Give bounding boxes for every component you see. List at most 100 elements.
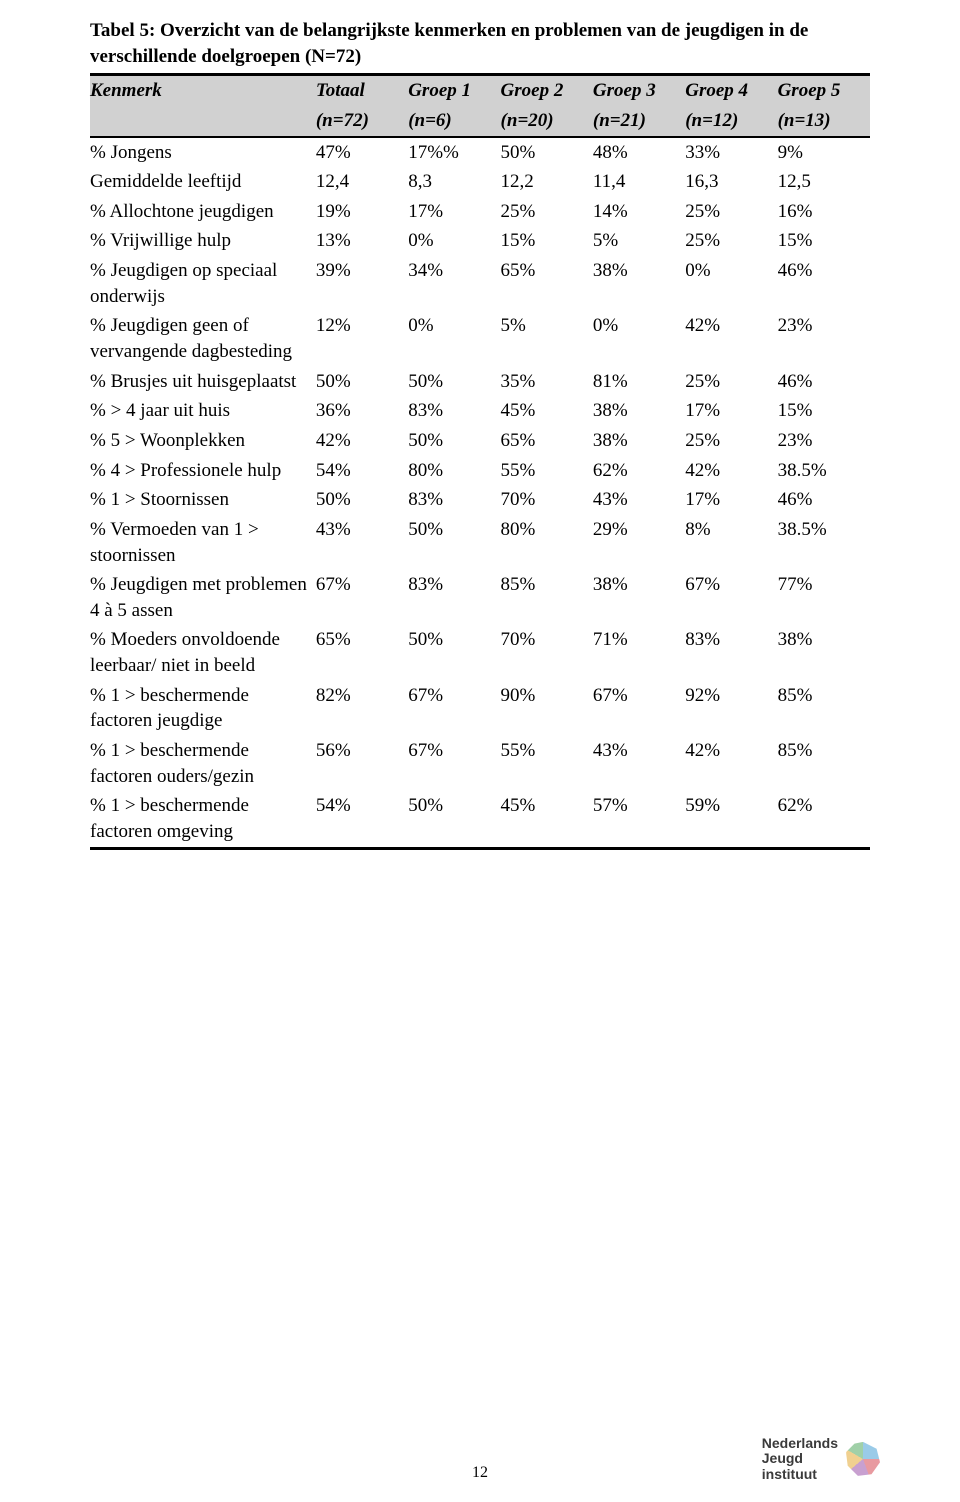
table-body: % Jongens47%17%%50%48%33%9%Gemiddelde le… bbox=[90, 137, 870, 849]
row-value: 80% bbox=[501, 515, 593, 570]
row-value: 35% bbox=[501, 367, 593, 397]
row-value: 38% bbox=[593, 570, 685, 625]
row-value: 36% bbox=[316, 396, 408, 426]
row-value: 17% bbox=[685, 396, 777, 426]
row-value: 14% bbox=[593, 197, 685, 227]
row-value: 8,3 bbox=[408, 167, 500, 197]
row-value: 82% bbox=[316, 681, 408, 736]
table-row: % Jeugdigen geen of vervangende dagbeste… bbox=[90, 311, 870, 366]
logo-text: Nederlands Jeugd instituut bbox=[762, 1436, 838, 1482]
table-row: % Vrijwillige hulp13%0%15%5%25%15% bbox=[90, 226, 870, 256]
row-value: 83% bbox=[408, 485, 500, 515]
row-value: 85% bbox=[501, 570, 593, 625]
row-value: 55% bbox=[501, 736, 593, 791]
header-cell: Groep 1 bbox=[408, 75, 500, 106]
logo-text-line-3: instituut bbox=[762, 1466, 817, 1482]
row-label: % 1 > beschermende factoren ouders/gezin bbox=[90, 736, 316, 791]
row-value: 23% bbox=[778, 311, 870, 366]
table-row: % 1 > beschermende factoren omgeving54% 5… bbox=[90, 791, 870, 848]
row-value: 12,2 bbox=[501, 167, 593, 197]
row-value: 47% bbox=[316, 137, 408, 168]
row-value: 42% bbox=[685, 311, 777, 366]
row-value: 50% bbox=[316, 485, 408, 515]
row-value: 42% bbox=[316, 426, 408, 456]
row-value: 38% bbox=[593, 256, 685, 311]
header-cell: Groep 3 bbox=[593, 75, 685, 106]
row-value: 50% bbox=[408, 515, 500, 570]
row-value: 0% bbox=[593, 311, 685, 366]
row-value: 42% bbox=[685, 736, 777, 791]
table-caption: Tabel 5: Overzicht van de belangrijkste … bbox=[90, 18, 870, 69]
data-table: KenmerkTotaalGroep 1Groep 2Groep 3Groep … bbox=[90, 73, 870, 849]
row-value: 67% bbox=[408, 681, 500, 736]
row-value: 25% bbox=[685, 367, 777, 397]
row-value: 85% bbox=[778, 681, 870, 736]
row-value: 9% bbox=[778, 137, 870, 168]
row-value: 54% bbox=[316, 791, 408, 848]
row-value: 15% bbox=[778, 396, 870, 426]
row-value: 62% bbox=[593, 456, 685, 486]
row-label: % 4 > Professionele hulp bbox=[90, 456, 316, 486]
header-cell: Kenmerk bbox=[90, 75, 316, 106]
row-value: 81% bbox=[593, 367, 685, 397]
row-value: 70% bbox=[501, 625, 593, 680]
table-row: % Moeders onvoldoende leerbaar/ niet in … bbox=[90, 625, 870, 680]
page-footer: 12 Nederlands Jeugd instituut bbox=[0, 1464, 960, 1482]
row-value: 8% bbox=[685, 515, 777, 570]
row-value: 15% bbox=[778, 226, 870, 256]
row-value: 83% bbox=[408, 396, 500, 426]
table-row: % Brusjes uit huisgeplaatst50%50%35%81%2… bbox=[90, 367, 870, 397]
footer-logo: Nederlands Jeugd instituut bbox=[762, 1436, 880, 1482]
caption-line-2: verschillende doelgroepen (N=72) bbox=[90, 46, 361, 67]
logo-icon bbox=[846, 1442, 880, 1476]
header-subcell bbox=[90, 106, 316, 137]
row-value: 83% bbox=[408, 570, 500, 625]
row-value: 25% bbox=[685, 426, 777, 456]
table-head: KenmerkTotaalGroep 1Groep 2Groep 3Groep … bbox=[90, 75, 870, 137]
row-value: 38.5% bbox=[778, 515, 870, 570]
header-subcell: (n=20) bbox=[501, 106, 593, 137]
row-value: 59% bbox=[685, 791, 777, 848]
row-value: 45% bbox=[501, 396, 593, 426]
row-value: 92% bbox=[685, 681, 777, 736]
row-value: 67% bbox=[685, 570, 777, 625]
row-value: 5% bbox=[593, 226, 685, 256]
row-value: 67% bbox=[593, 681, 685, 736]
row-value: 80% bbox=[408, 456, 500, 486]
row-value: 43% bbox=[593, 485, 685, 515]
table-row: % 1 > beschermende factoren jeugdige82%6… bbox=[90, 681, 870, 736]
row-value: 29% bbox=[593, 515, 685, 570]
row-value: 12,4 bbox=[316, 167, 408, 197]
row-value: 17%% bbox=[408, 137, 500, 168]
row-value: 62% bbox=[778, 791, 870, 848]
row-value: 19% bbox=[316, 197, 408, 227]
row-value: 34% bbox=[408, 256, 500, 311]
header-cell: Groep 2 bbox=[501, 75, 593, 106]
row-value: 39% bbox=[316, 256, 408, 311]
row-value: 0% bbox=[408, 226, 500, 256]
table-row: % Jeugdigen op speciaal onderwijs39%34%6… bbox=[90, 256, 870, 311]
row-value: 67% bbox=[316, 570, 408, 625]
header-subcell: (n=6) bbox=[408, 106, 500, 137]
row-value: 77% bbox=[778, 570, 870, 625]
row-value: 25% bbox=[501, 197, 593, 227]
row-value: 43% bbox=[593, 736, 685, 791]
row-value: 65% bbox=[316, 625, 408, 680]
row-value: 57% bbox=[593, 791, 685, 848]
table-row: % 1 > beschermende factoren ouders/gezin… bbox=[90, 736, 870, 791]
row-value: 17% bbox=[685, 485, 777, 515]
table-row: % 5 > Woonplekken42%50%65%38%25%23% bbox=[90, 426, 870, 456]
table-row: % Vermoeden van 1 > stoornissen43%50%80%… bbox=[90, 515, 870, 570]
row-value: 45% bbox=[501, 791, 593, 848]
table-row: % Jongens47%17%%50%48%33%9% bbox=[90, 137, 870, 168]
row-value: 50% bbox=[316, 367, 408, 397]
row-value: 25% bbox=[685, 226, 777, 256]
row-value: 65% bbox=[501, 256, 593, 311]
page: Tabel 5: Overzicht van de belangrijkste … bbox=[0, 0, 960, 1502]
row-label: % 1 > beschermende factoren omgeving bbox=[90, 791, 316, 848]
header-cell: Groep 5 bbox=[778, 75, 870, 106]
row-value: 50% bbox=[408, 426, 500, 456]
row-value: 50% bbox=[408, 367, 500, 397]
row-label: % > 4 jaar uit huis bbox=[90, 396, 316, 426]
row-value: 38% bbox=[593, 426, 685, 456]
